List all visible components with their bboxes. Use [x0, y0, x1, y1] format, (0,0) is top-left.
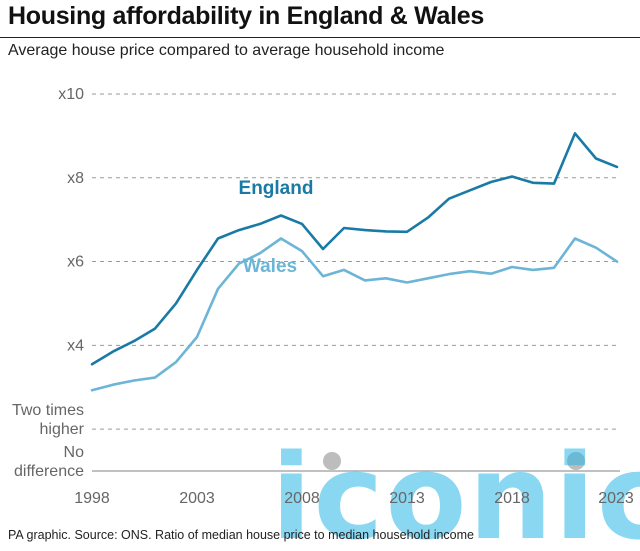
y-tick-label: No difference	[14, 444, 84, 480]
x-tick-label: 2003	[179, 490, 215, 507]
x-tick-label: 1998	[74, 490, 110, 507]
y-tick-label-line: x10	[58, 86, 84, 103]
chart-title: Housing affordability in England & Wales	[8, 2, 484, 30]
x-tick-label: 2023	[598, 490, 634, 507]
y-tick-label: Two times higher	[12, 402, 85, 438]
x-tick-label: 2008	[284, 490, 320, 507]
title-divider	[0, 37, 640, 38]
watermark-text: iconic	[271, 428, 640, 551]
x-tick-label: 2013	[389, 490, 425, 507]
y-axis-ticks: x10 x8 x6 x4 Two times higher No difference	[12, 86, 85, 480]
y-tick-label-line: x8	[67, 170, 84, 187]
watermark-dot-left	[323, 452, 341, 470]
watermark-dot-right	[567, 452, 585, 470]
y-tick-label-line: difference	[14, 463, 84, 480]
y-tick-label-line: x4	[67, 337, 84, 354]
y-tick-label-line: x6	[67, 254, 84, 271]
x-axis-ticks: 1998 2003 2008 2013 2018 2023	[74, 490, 634, 507]
y-tick-label-line: No	[64, 444, 85, 461]
series-label-wales: Wales	[243, 256, 297, 277]
series-line-england	[90, 132, 619, 366]
y-tick-label: x10	[58, 86, 84, 103]
iconic-watermark: iconic	[271, 428, 640, 551]
chart-gridlines	[92, 93, 620, 472]
chart-subtitle: Average house price compared to average …	[8, 42, 445, 59]
series-label-england: England	[239, 178, 314, 199]
x-tick-label: 2018	[494, 490, 530, 507]
y-tick-label: x4	[67, 337, 84, 354]
y-tick-label-line: higher	[40, 421, 85, 438]
source-note: PA graphic. Source: ONS. Ratio of median…	[8, 528, 475, 542]
y-tick-label: x6	[67, 254, 84, 271]
y-tick-label-line: Two times	[12, 402, 84, 419]
chart-series	[90, 132, 619, 392]
series-labels: England Wales	[239, 178, 314, 277]
y-tick-label: x8	[67, 170, 84, 187]
series-line-wales	[90, 237, 619, 392]
